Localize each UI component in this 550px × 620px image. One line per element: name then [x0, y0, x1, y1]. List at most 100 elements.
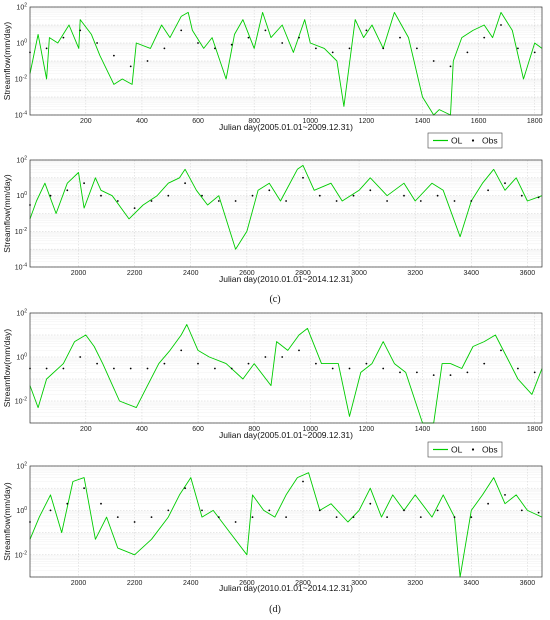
obs-point: [399, 36, 401, 39]
obs-point: [96, 362, 98, 365]
x-tick-label: 2400: [183, 580, 199, 587]
obs-point: [268, 189, 271, 192]
y-tick-label: 102: [16, 462, 27, 471]
x-tick-label: 2800: [295, 580, 311, 587]
x-tick-label: 2400: [183, 270, 199, 277]
y-tick-label: 10-2: [15, 550, 27, 559]
obs-point: [49, 194, 52, 197]
obs-point: [419, 516, 422, 518]
obs-point: [116, 200, 119, 202]
legend-obs-label-d: Obs: [482, 445, 498, 455]
obs-point: [318, 509, 321, 512]
obs-point: [129, 367, 132, 370]
obs-point: [382, 47, 385, 50]
obs-point: [537, 196, 540, 199]
y-tick-label: 10-2: [15, 227, 27, 236]
series-ol-line: [29, 324, 543, 424]
obs-point: [483, 36, 486, 39]
obs-point: [369, 189, 372, 192]
obs-point: [264, 356, 267, 358]
obs-point: [268, 509, 271, 512]
x-tick-label: 400: [136, 118, 148, 125]
obs-point: [365, 29, 368, 32]
x-tick-label: 800: [248, 426, 260, 433]
obs-point: [466, 51, 469, 54]
obs-point: [318, 194, 321, 197]
x-tick-label: 200: [80, 426, 92, 433]
x-tick-label: 3400: [464, 580, 480, 587]
y-tick-label: 100: [16, 506, 27, 515]
obs-point: [167, 194, 170, 197]
y-tick-label: 10-2: [15, 397, 27, 406]
x-tick-label: 3000: [351, 580, 367, 587]
obs-point: [365, 362, 368, 365]
plot-frame: [29, 159, 543, 268]
x-tick-label: 2600: [239, 580, 255, 587]
obs-point: [416, 371, 418, 374]
x-tick-label: 1800: [527, 426, 543, 433]
obs-point: [348, 47, 351, 50]
y-tick-label: 102: [16, 309, 27, 318]
obs-point: [180, 349, 183, 352]
obs-point: [116, 516, 119, 518]
y-tick-label: 100: [16, 191, 27, 200]
obs-point: [403, 509, 405, 512]
obs-point: [533, 371, 536, 374]
plot-frame: [29, 312, 543, 424]
obs-point: [133, 207, 136, 210]
obs-point: [150, 516, 153, 518]
panel-c-bottom: 2000 2200 2400 2600 2800 3000 3200 3400 3600 10-4…: [2, 156, 543, 284]
obs-point: [197, 362, 199, 365]
obs-point: [302, 176, 304, 179]
caption-c: (c): [269, 294, 280, 305]
obs-point: [466, 371, 469, 374]
legend-obs-marker-d: [471, 448, 475, 451]
plot-frame: [29, 6, 543, 116]
obs-point: [100, 502, 102, 505]
legend-box-c: [427, 132, 503, 149]
obs-point: [487, 189, 489, 192]
obs-point: [217, 516, 220, 518]
x-tick-label: 800: [248, 118, 260, 125]
x-tick-label: 1600: [471, 426, 487, 433]
obs-point: [180, 29, 183, 32]
y-tick-label: 100: [16, 353, 27, 362]
x-tick-label: 2200: [127, 270, 143, 277]
obs-point: [150, 200, 153, 202]
obs-point: [146, 367, 149, 370]
obs-point: [163, 362, 166, 365]
obs-point: [167, 509, 170, 512]
obs-point: [234, 521, 237, 523]
obs-point: [483, 362, 486, 365]
panel-d-bottom: 2000 2200 2400 2600 2800 3000 3200 3400 3600 10-2…: [2, 462, 543, 593]
obs-point: [432, 374, 435, 376]
y-axis-label: Streamflow(mm/day): [2, 482, 12, 561]
x-tick-label: 2000: [71, 270, 87, 277]
obs-point: [163, 47, 166, 50]
x-tick-label: 1400: [415, 426, 431, 433]
obs-point: [285, 516, 287, 518]
x-tick-label: 1400: [415, 118, 431, 125]
obs-point: [331, 51, 334, 54]
obs-point: [251, 194, 254, 197]
obs-point: [281, 356, 284, 358]
legend-box-d: [427, 441, 503, 458]
obs-point: [352, 194, 355, 197]
legend-obs-label-c: Obs: [482, 136, 498, 146]
obs-point: [504, 182, 506, 185]
obs-point: [386, 516, 388, 518]
obs-point: [79, 29, 82, 32]
x-tick-label: 3600: [520, 580, 536, 587]
plot-area: [30, 466, 542, 577]
series-ol-line: [29, 11, 543, 116]
x-tick-label: 3600: [520, 270, 536, 277]
obs-point: [403, 194, 405, 197]
obs-point: [419, 200, 422, 202]
x-axis-label: Julian day(2005.01.01~2009.12.31): [219, 122, 353, 132]
obs-point: [201, 194, 203, 197]
obs-point: [129, 65, 132, 68]
obs-point: [217, 200, 220, 202]
obs-point: [537, 511, 540, 514]
obs-point: [201, 509, 203, 512]
